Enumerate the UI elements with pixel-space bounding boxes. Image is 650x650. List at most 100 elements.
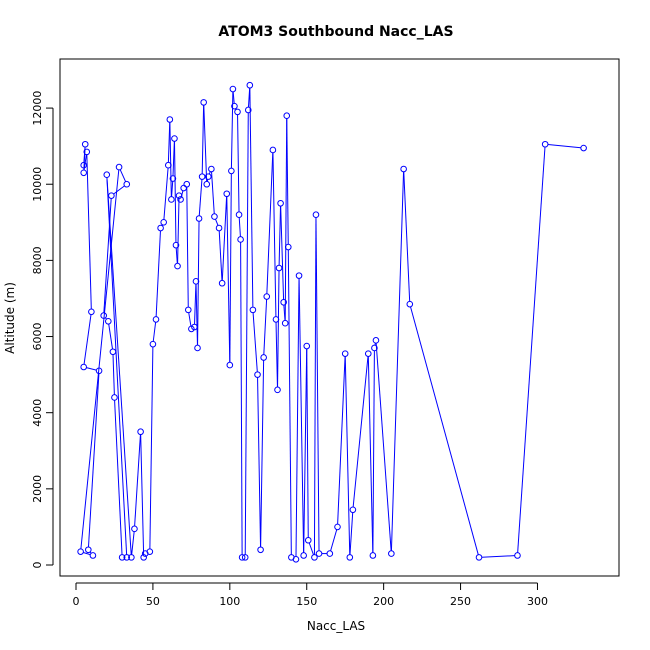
data-point [191, 323, 198, 331]
series-segment [131, 531, 135, 555]
data-point [174, 262, 181, 270]
series-segment [315, 217, 320, 551]
series-segment [163, 167, 169, 220]
data-point [131, 525, 138, 533]
data-point [211, 213, 218, 220]
data-point [80, 169, 87, 177]
series-segment [263, 299, 268, 355]
data-point [123, 180, 131, 188]
data-point [100, 312, 107, 319]
data-point [164, 161, 172, 169]
series-segment [286, 118, 289, 245]
data-point [172, 241, 180, 249]
data-point [254, 371, 261, 378]
data-point [580, 144, 587, 152]
data-point [346, 554, 354, 561]
series-segment [229, 173, 232, 363]
data-point [341, 350, 349, 357]
data-point [215, 224, 223, 232]
x-axis-label: Nacc_LAS [307, 619, 365, 633]
data-point [238, 554, 246, 561]
data-point [269, 146, 277, 154]
series-segment [278, 206, 282, 266]
data-point [274, 386, 281, 394]
data-point [95, 367, 103, 375]
x-tick-label: 100 [219, 595, 240, 608]
data-point [204, 173, 212, 180]
series-segment [238, 217, 241, 237]
data-point [157, 224, 164, 232]
series-segment [252, 312, 258, 372]
data-point [103, 171, 111, 179]
series-segment [390, 171, 405, 551]
data-point [105, 318, 112, 325]
data-point [149, 340, 157, 348]
series-segment [188, 312, 192, 327]
series-segment [298, 278, 305, 553]
data-point [195, 215, 203, 222]
data-point [275, 264, 283, 272]
series-segment [108, 324, 113, 350]
plot-frame [59, 58, 620, 577]
data-point [168, 196, 175, 203]
series-segment [244, 112, 249, 555]
series-segment [106, 177, 128, 555]
y-tick-label: 4000 [31, 399, 44, 427]
data-point [246, 81, 254, 89]
x-tick-label: 50 [146, 595, 160, 608]
series-segment [83, 147, 86, 171]
data-point [334, 523, 341, 531]
y-tick-label: 2000 [31, 475, 44, 503]
series-segment [203, 105, 208, 182]
data-point [175, 192, 183, 199]
data-point [304, 536, 312, 544]
series-segment [295, 278, 300, 557]
series-segment [171, 181, 174, 197]
data-point [83, 148, 91, 156]
data-point [200, 99, 207, 106]
y-axis-label: Altitude (m) [3, 282, 17, 354]
data-point [244, 106, 252, 114]
y-tick-label: 8000 [31, 246, 44, 274]
data-point [292, 555, 300, 563]
series-segment [303, 348, 308, 553]
data-point [198, 173, 206, 180]
series-segment [83, 552, 91, 556]
data-point [315, 550, 323, 557]
series-segment [344, 356, 351, 555]
data-point [283, 112, 291, 119]
data-point [364, 350, 372, 357]
chart-title: ATOM3 Southbound Nacc_LAS [218, 24, 453, 40]
data-point [223, 190, 231, 198]
data-point [203, 180, 211, 188]
series-segment [106, 177, 132, 555]
series-segment [240, 242, 243, 555]
series-segment [306, 348, 309, 538]
series-segment [272, 152, 277, 317]
series-segment [112, 354, 115, 395]
series-segment [308, 542, 314, 555]
data-point [171, 135, 178, 142]
data-point [80, 363, 87, 371]
data-point [80, 161, 87, 169]
data-point [192, 278, 200, 285]
series-segment [86, 367, 97, 371]
data-point [303, 342, 311, 350]
series-layer [77, 81, 587, 563]
series-segment [517, 147, 546, 553]
series-segment [87, 373, 100, 548]
series-segment [114, 400, 123, 555]
data-point [81, 140, 89, 148]
data-point [372, 337, 380, 344]
y-axis: 0 2000 4000 6000 8000 10000 12000 [31, 91, 54, 569]
data-point [400, 165, 407, 173]
series-segment [372, 350, 375, 553]
series-segment [215, 219, 219, 226]
data-point [180, 184, 187, 192]
series-segment [134, 434, 141, 527]
data-point [280, 298, 287, 306]
data-point [137, 428, 144, 436]
series-segment [167, 122, 171, 163]
data-point [541, 140, 549, 148]
